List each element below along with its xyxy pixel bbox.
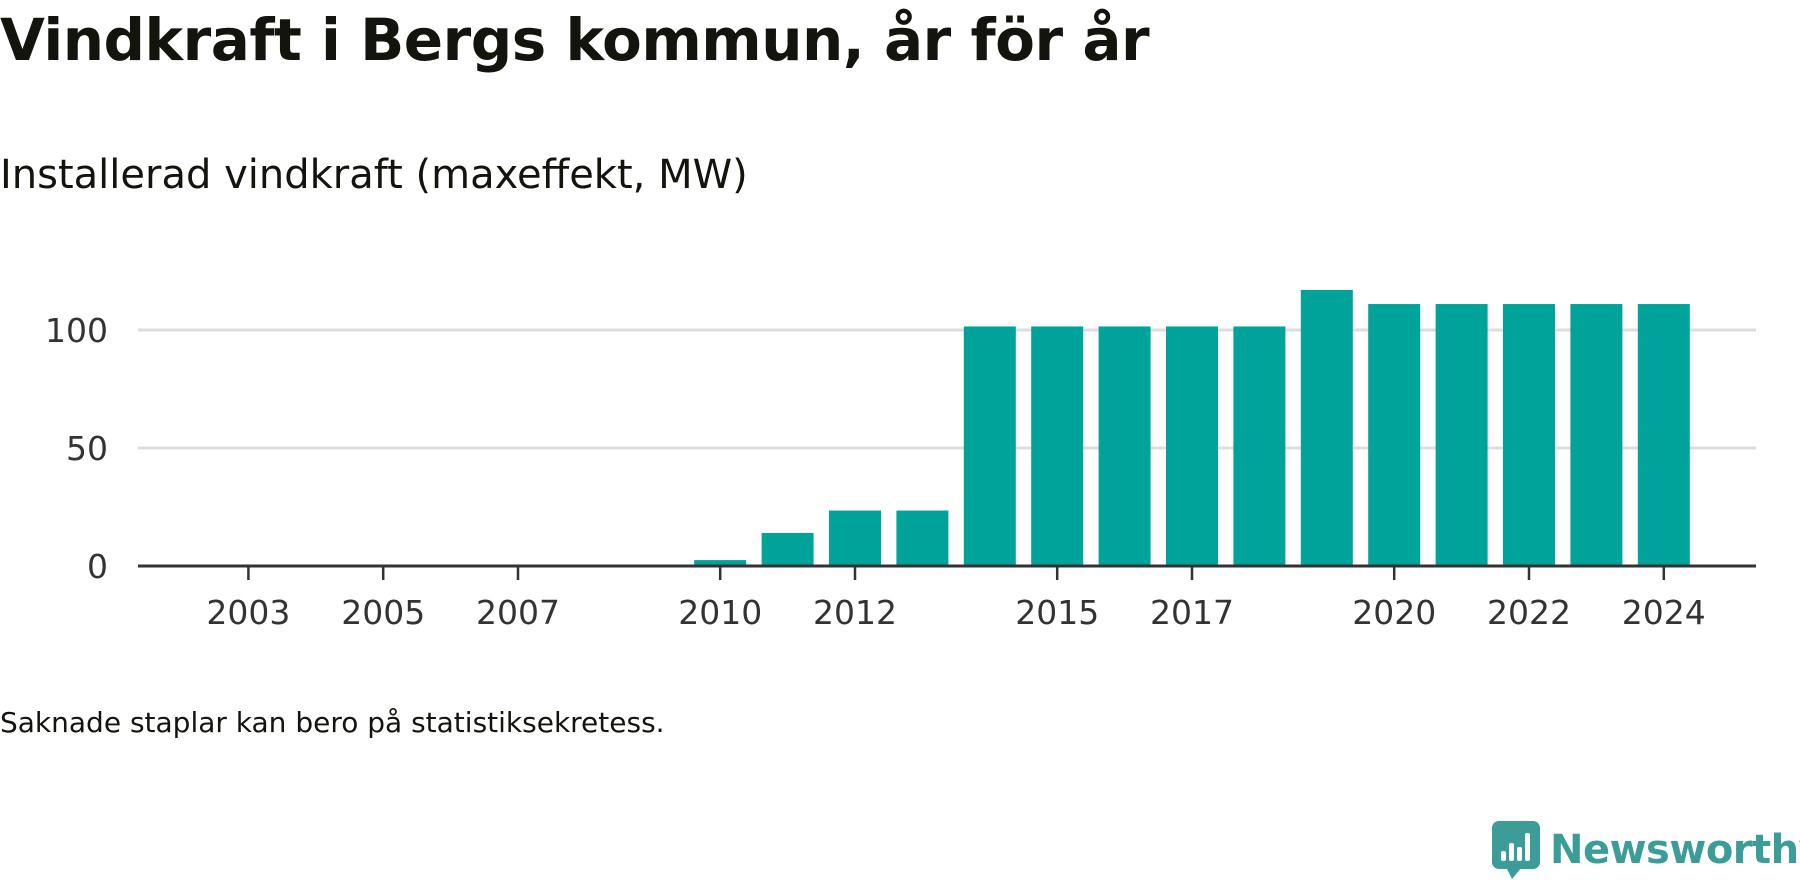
- x-tick-label-2012: 2012: [813, 593, 897, 632]
- chart-title: Vindkraft i Bergs kommun, år för år: [0, 6, 1150, 74]
- bar-2019: [1300, 289, 1353, 566]
- x-tick-label-2022: 2022: [1487, 593, 1571, 632]
- bar-2021: [1435, 304, 1488, 566]
- bar-2012: [829, 510, 881, 566]
- bar-2024: [1637, 304, 1690, 566]
- chart-subtitle: Installerad vindkraft (maxeffekt, MW): [0, 152, 748, 198]
- bar-2018: [1233, 326, 1286, 566]
- footnote: Saknade staplar kan bero på statistiksek…: [0, 706, 665, 739]
- bar-2016: [1098, 326, 1151, 566]
- x-tick-label-2010: 2010: [678, 593, 762, 632]
- y-axis-tick-labels: 0 50 100: [45, 311, 108, 586]
- brand-name: Newsworthy: [1550, 827, 1800, 873]
- bar-2015: [1031, 326, 1084, 566]
- bar-2017: [1166, 326, 1218, 566]
- x-tick-label-2017: 2017: [1150, 593, 1234, 632]
- x-tick-label-2003: 2003: [206, 593, 290, 632]
- brand-logo: Newsworthy: [1492, 820, 1800, 880]
- bar-2013: [896, 510, 949, 566]
- x-axis-tick-labels: 2003 2005 2007 2010 2012 2015 2017 2020 2022 2024: [206, 593, 1705, 632]
- bars: [694, 289, 1690, 566]
- bar-2023: [1570, 304, 1623, 566]
- y-tick-label-50: 50: [66, 429, 108, 468]
- bar-2020: [1368, 304, 1421, 566]
- bar-2010: [694, 560, 747, 566]
- x-tick-label-2024: 2024: [1622, 593, 1706, 632]
- bar-2014: [963, 326, 1016, 566]
- newsworthy-logo-icon: [1492, 821, 1540, 879]
- bar-2011: [761, 532, 814, 566]
- x-tick-label-2015: 2015: [1015, 593, 1099, 632]
- x-tick-label-2007: 2007: [476, 593, 560, 632]
- x-tick-label-2005: 2005: [341, 593, 425, 632]
- x-tick-label-2020: 2020: [1352, 593, 1436, 632]
- x-axis: [138, 564, 1756, 580]
- y-tick-label-0: 0: [87, 547, 108, 586]
- bar-2022: [1503, 304, 1555, 566]
- y-tick-label-100: 100: [45, 311, 108, 350]
